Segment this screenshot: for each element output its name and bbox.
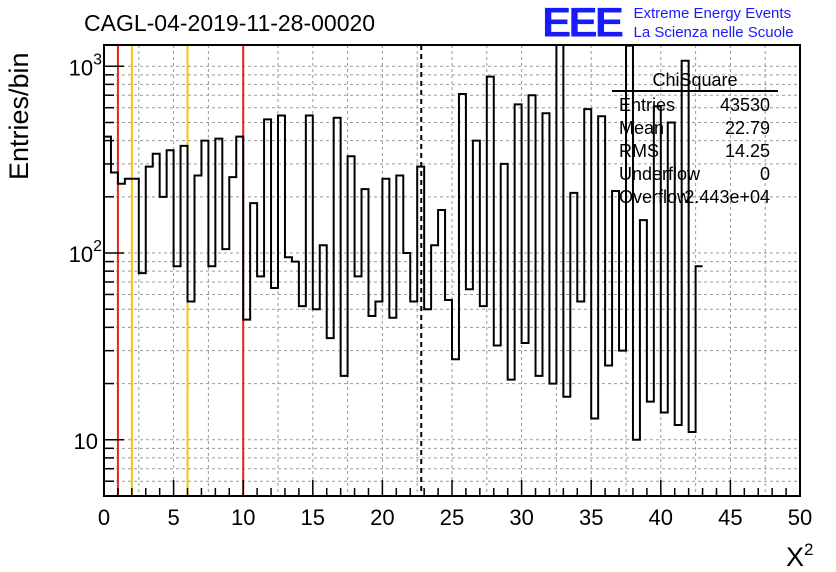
logo-text: Extreme Energy Events La Scienza nelle S… [634,4,794,42]
x-tick-label: 25 [440,505,464,530]
logo-line-1: Extreme Energy Events [633,5,792,22]
x-axis-label: X2 [786,540,813,572]
stats-title: ChiSquare [652,70,737,90]
stats-row-value: 2.443e+04 [684,187,770,207]
stats-row-value: 14.25 [725,141,770,161]
stats-box: ChiSquare Entries 43530 Mean 22.79 RMS 14.25 U… [612,70,778,207]
x-tick-label: 15 [301,505,325,530]
y-tick-label: 103 [69,51,102,80]
x-tick-label: 10 [231,505,255,530]
stats-row-label: Overflow [619,187,691,207]
logo-letters: EEE [542,0,624,46]
x-tick-label: 45 [718,505,742,530]
histogram-outline [104,44,703,441]
y-axis: 10 102 103 [69,51,124,497]
stats-row-label: Underflow [619,164,701,184]
stats-row-value: 43530 [720,95,770,115]
eee-logo: EEE Extreme Energy Events La Scienza nel… [542,0,794,46]
x-tick-label: 5 [167,505,179,530]
plot-title: CAGL-04-2019-11-28-00020 [84,10,376,36]
x-axis: 0 5 10 15 20 25 30 35 40 45 50 [98,480,812,530]
stats-row-label: Mean [619,118,664,138]
stats-row-label: Entries [619,95,675,115]
x-tick-label: 50 [788,505,812,530]
y-tick-label: 102 [69,238,102,267]
x-tick-label: 20 [370,505,394,530]
stats-row-label: RMS [619,141,659,161]
y-tick-label: 10 [74,429,98,454]
x-tick-label: 40 [649,505,673,530]
marker-lines [116,45,423,496]
x-tick-label: 0 [98,505,110,530]
logo-line-2: La Scienza nelle Scuole [633,24,794,41]
x-tick-label: 35 [579,505,603,530]
x-tick-label: 30 [509,505,533,530]
stats-row-value: 0 [760,164,770,184]
stats-row-value: 22.79 [725,118,770,138]
